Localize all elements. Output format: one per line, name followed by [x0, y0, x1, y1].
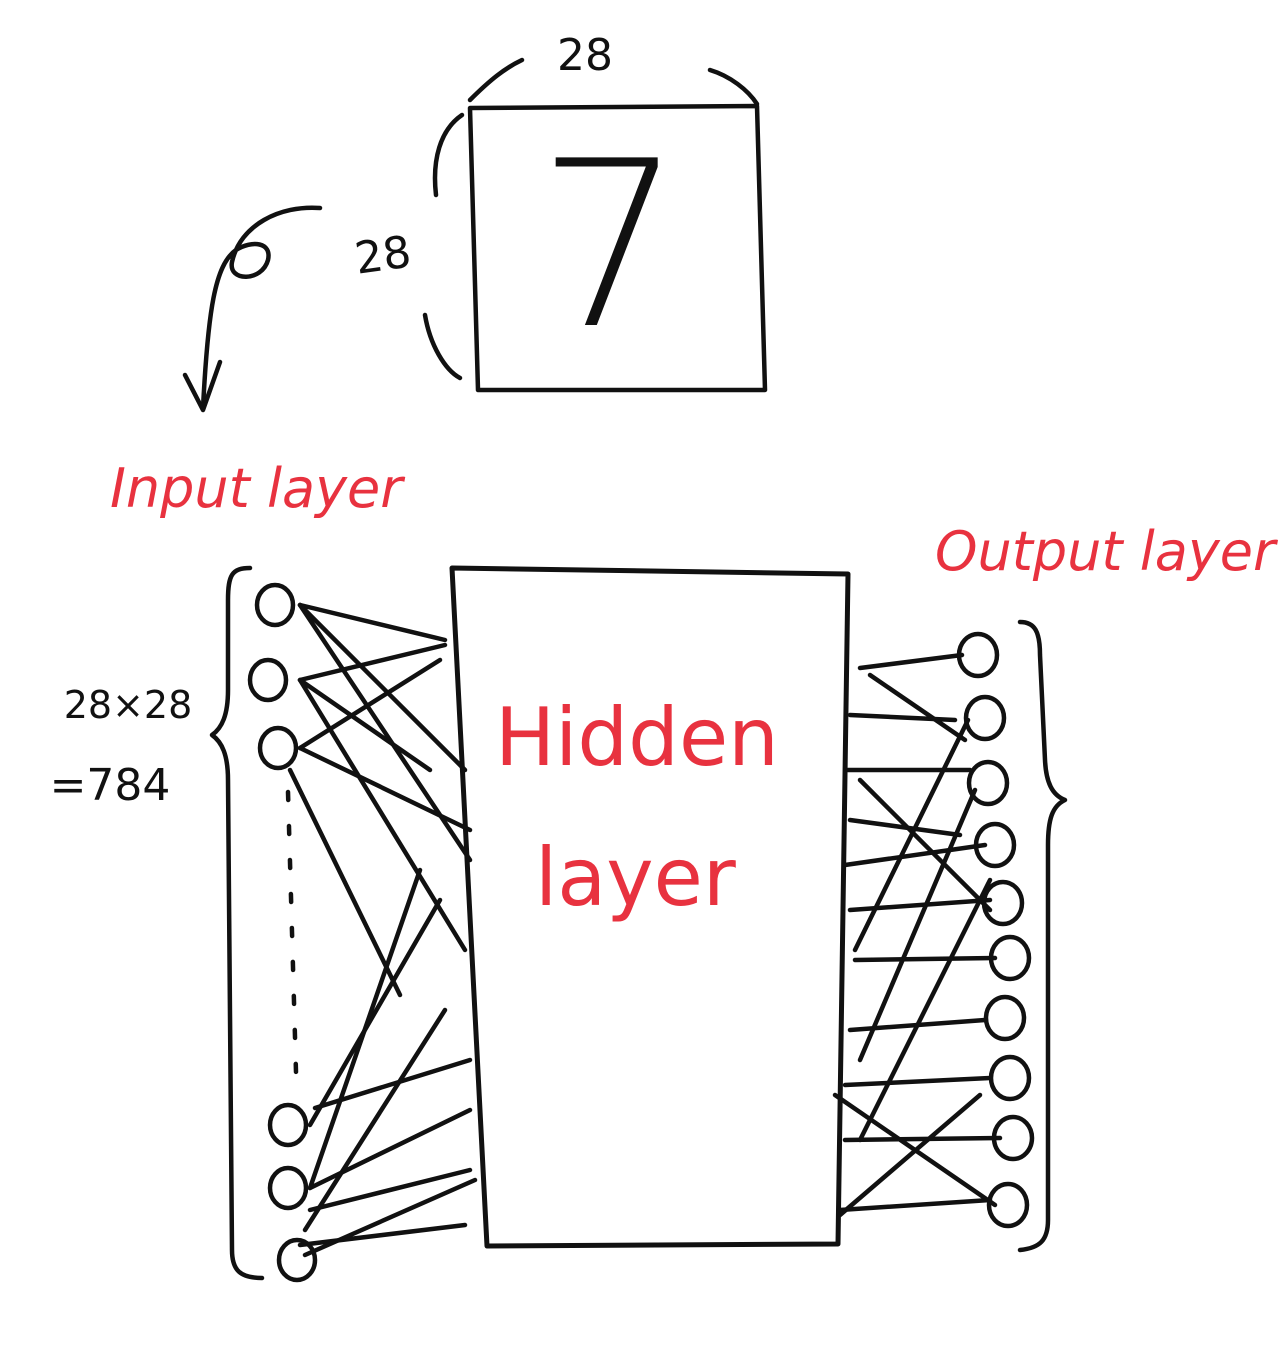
output-layer-brace — [1017, 619, 1068, 1253]
output-nodes — [956, 631, 1035, 1229]
input-node — [257, 725, 299, 771]
output-connection — [837, 1092, 983, 1218]
input-node — [247, 657, 289, 703]
connections — [287, 602, 1003, 1258]
input-ellipsis — [285, 789, 299, 1075]
input-connection — [297, 602, 448, 643]
output-node — [981, 879, 1025, 927]
output-connection — [867, 672, 968, 743]
output-node — [973, 821, 1017, 869]
output-connection — [857, 787, 978, 1063]
output-connection — [857, 777, 993, 913]
image-digit: 7 — [537, 113, 683, 380]
image-frame — [467, 103, 768, 393]
output-connection — [852, 955, 998, 963]
height-brace — [422, 112, 465, 381]
input-node — [267, 1165, 309, 1211]
input-connection — [287, 767, 403, 998]
output-connection — [842, 1135, 1003, 1143]
input-connection — [307, 867, 423, 1191]
image-width-label: 28 — [557, 30, 613, 81]
output-connection — [847, 712, 958, 723]
input-connection — [297, 657, 443, 751]
width-brace — [467, 57, 760, 107]
input-layer-brace — [209, 565, 265, 1281]
output-layer-label: Output layer — [935, 520, 1278, 583]
input-node — [276, 1237, 318, 1283]
output-connection — [857, 877, 993, 1143]
output-node — [986, 1181, 1030, 1229]
input-connection — [307, 897, 443, 1128]
arrow-curve — [200, 205, 323, 411]
output-node — [988, 1054, 1032, 1102]
output-connection — [842, 842, 988, 868]
image-height-label: 28 — [352, 226, 415, 284]
input-image: 7 28 28 — [352, 30, 768, 393]
input-connection — [297, 677, 433, 773]
input-size-expression: 28×28 — [64, 683, 193, 727]
output-connection — [857, 652, 965, 671]
output-node — [991, 1114, 1035, 1162]
flatten-arrow — [182, 205, 323, 413]
hidden-layer-label-line2: layer — [535, 831, 736, 924]
input-connection — [297, 642, 448, 683]
hidden-layer-label-line1: Hidden — [495, 691, 779, 784]
input-connection — [307, 1107, 473, 1191]
input-node — [254, 582, 296, 628]
input-nodes — [247, 582, 318, 1283]
input-connection — [297, 745, 473, 833]
output-node — [966, 759, 1010, 807]
output-node — [963, 694, 1007, 742]
output-node — [983, 994, 1027, 1042]
input-connection — [297, 1222, 468, 1248]
input-layer-label: Input layer — [110, 457, 405, 520]
output-connection — [847, 897, 993, 913]
input-connection — [302, 1007, 448, 1233]
output-node — [956, 631, 1000, 679]
input-connection — [307, 1167, 473, 1213]
input-node — [267, 1102, 309, 1148]
output-connection — [852, 717, 971, 953]
output-connection — [837, 1197, 993, 1213]
input-size-result: =784 — [50, 760, 171, 811]
arrow-head — [182, 359, 223, 413]
input-connection — [297, 602, 468, 773]
output-connection — [847, 817, 963, 838]
output-node — [988, 934, 1032, 982]
output-connection — [842, 1075, 993, 1088]
hidden-layer-box — [449, 565, 851, 1249]
